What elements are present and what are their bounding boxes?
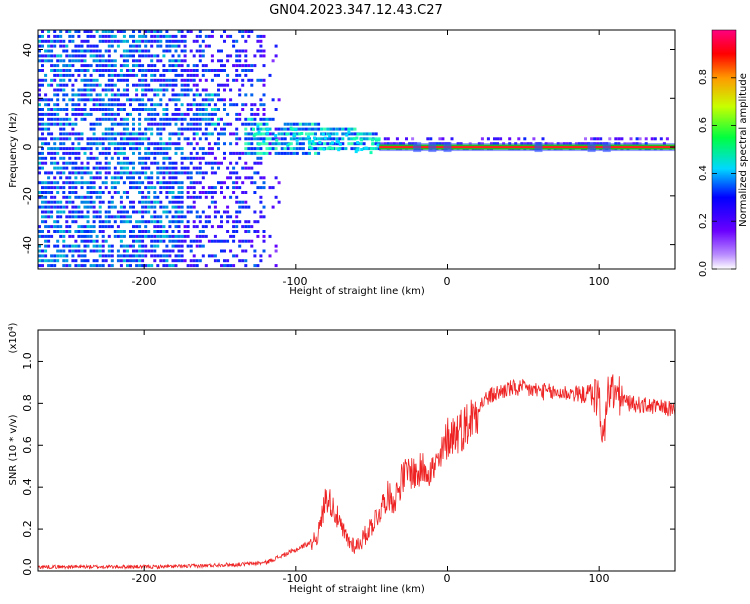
snr-x-tick-labels: -200 -100 0 100 bbox=[132, 572, 610, 585]
y-tick-label: 20 bbox=[21, 91, 34, 105]
snr-x-axis-label: Height of straight line (km) bbox=[289, 584, 425, 595]
x-tick-label: 100 bbox=[589, 572, 610, 585]
figure-title: GN04.2023.347.12.43.C27 bbox=[269, 3, 443, 18]
y-tick-label: 0.4 bbox=[21, 478, 34, 496]
y-tick-label: -40 bbox=[21, 236, 34, 254]
y-tick-label: -20 bbox=[21, 187, 34, 205]
y-tick-label: 0.6 bbox=[21, 436, 34, 454]
snr-ticks bbox=[38, 330, 675, 572]
y-tick-label: 0 bbox=[21, 144, 34, 151]
colorbar-tick-labels: 0.0 0.2 0.4 0.6 0.8 bbox=[698, 69, 709, 277]
spectrogram-x-tick-labels: -200 -100 0 100 bbox=[132, 275, 610, 288]
snr-y-tick-labels: 0.0 0.2 0.4 0.6 0.8 1.0 bbox=[21, 352, 34, 576]
y-tick-label: 0.2 bbox=[21, 520, 34, 538]
x-tick-label: -100 bbox=[283, 275, 308, 288]
x-tick-label: -200 bbox=[132, 572, 157, 585]
y-tick-label: 0.8 bbox=[21, 394, 34, 412]
narrowband-line bbox=[379, 142, 675, 153]
snr-y-axis-label: SNR (10 * v/v) bbox=[8, 414, 19, 485]
y-tick-label: 0.0 bbox=[21, 558, 34, 576]
snr-series-line bbox=[38, 374, 675, 571]
x-tick-label: 100 bbox=[589, 275, 610, 288]
snr-frame bbox=[37, 329, 676, 572]
x-tick-label: 0 bbox=[444, 572, 451, 585]
x-tick-label: -200 bbox=[132, 275, 157, 288]
colorbar-tick-label: 0.2 bbox=[698, 213, 709, 229]
x-tick-label: -100 bbox=[283, 572, 308, 585]
y-tick-label: 1.0 bbox=[21, 352, 34, 370]
colorbar-tick-label: 0.4 bbox=[698, 165, 709, 181]
spectrogram-cells bbox=[38, 30, 672, 268]
spectrogram-y-axis-label: Frequency (Hz) bbox=[8, 112, 19, 188]
spectrogram-frame bbox=[37, 29, 676, 270]
x-tick-label: 0 bbox=[444, 275, 451, 288]
colorbar: 0.0 0.2 0.4 0.6 0.8 Normalized spectral … bbox=[698, 29, 749, 277]
colorbar-tick-label: 0.6 bbox=[698, 117, 709, 133]
colorbar-ticks bbox=[712, 77, 736, 270]
snr-axis-multiplier: (x104) bbox=[7, 322, 19, 353]
snr-panel: -200 -100 0 100 0.0 0.2 0.4 0.6 0.8 1.0 … bbox=[7, 322, 676, 595]
colorbar-label: Normalized spectral amplitude bbox=[738, 73, 749, 227]
colorbar-gradient bbox=[711, 29, 737, 270]
spectrogram-ticks bbox=[38, 30, 675, 269]
spectrogram-panel: -200 -100 0 100 -40 -20 0 20 40 Height o… bbox=[8, 29, 676, 297]
colorbar-tick-label: 0.0 bbox=[698, 261, 709, 277]
spectrogram-y-tick-labels: -40 -20 0 20 40 bbox=[21, 43, 34, 254]
y-tick-label: 40 bbox=[21, 43, 34, 57]
colorbar-tick-label: 0.8 bbox=[698, 69, 709, 85]
spectrogram-x-axis-label: Height of straight line (km) bbox=[289, 286, 425, 297]
